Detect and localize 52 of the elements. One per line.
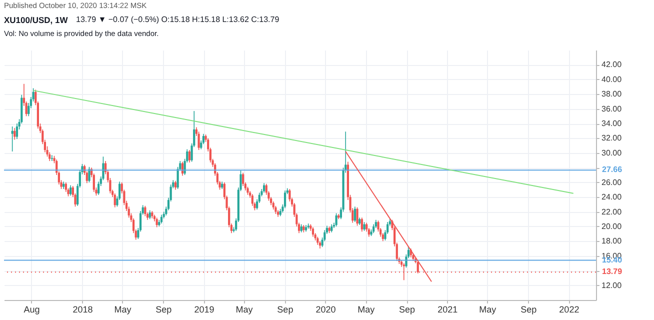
- candlestick: [262, 182, 266, 194]
- x-tick-label: May: [114, 304, 132, 314]
- candlestick: [70, 184, 72, 196]
- candlestick: [198, 131, 200, 150]
- x-tick-label: May: [236, 304, 254, 314]
- x-tick-label: 2018: [72, 304, 93, 314]
- candlestick: [16, 123, 18, 140]
- candlestick: [188, 150, 191, 163]
- chart-subtitle: 13.79 ▼ −0.07 (−0.5%) O:15.18 H:15.18 L:13.62 C:13.79: [76, 15, 280, 24]
- ref-line-label: 13.79: [602, 267, 623, 276]
- candlestick: [11, 126, 14, 152]
- y-tick-label: 24.00: [602, 192, 622, 202]
- x-tick-label: Aug: [24, 304, 40, 314]
- y-tick-label: 42.00: [602, 60, 622, 70]
- candlestick: [312, 226, 314, 238]
- candlestick: [360, 217, 363, 232]
- y-tick-label: 22.00: [602, 207, 622, 216]
- candlestick: [114, 192, 116, 208]
- candlestick: [251, 194, 254, 206]
- x-tick-label: Sep: [277, 304, 294, 314]
- candlestick: [356, 206, 358, 226]
- x-tick-label: Sep: [156, 304, 172, 314]
- candlestick: [64, 182, 67, 192]
- y-tick-label: 20.00: [602, 222, 622, 231]
- y-tick-label: 36.00: [602, 104, 622, 114]
- candlestick: [354, 206, 356, 222]
- y-tick-label: 12.00: [602, 280, 622, 290]
- candlestick: [335, 212, 338, 227]
- candlestick: [144, 205, 146, 217]
- x-tick-label: Sep: [520, 304, 537, 314]
- candlestick: [242, 172, 244, 186]
- x-tick-label: May: [358, 304, 376, 314]
- y-tick-label: 32.00: [602, 134, 622, 143]
- y-tick-label: 26.00: [602, 178, 622, 187]
- candlestick: [50, 154, 53, 162]
- y-tick-label: 38.00: [602, 90, 622, 99]
- candlestick: [88, 166, 90, 183]
- y-tick-label: 30.00: [602, 148, 622, 158]
- candlestick: [156, 217, 158, 228]
- x-tick-label: 2021: [438, 304, 458, 314]
- chart-title: XU100/USD, 1W: [4, 15, 69, 25]
- candlestick: [284, 190, 286, 208]
- x-tick-label: 2022: [559, 304, 580, 314]
- x-tick-label: 2019: [194, 304, 214, 314]
- x-tick-label: Sep: [399, 304, 416, 314]
- y-tick-label: 18.00: [602, 236, 622, 246]
- candlestick: [14, 128, 16, 140]
- y-tick-label: 34.00: [602, 119, 622, 128]
- y-tick-label: 40.00: [602, 74, 622, 84]
- x-tick-label: May: [479, 304, 497, 314]
- ref-line-label: 27.66: [602, 165, 623, 174]
- x-tick-label: 2020: [316, 304, 336, 314]
